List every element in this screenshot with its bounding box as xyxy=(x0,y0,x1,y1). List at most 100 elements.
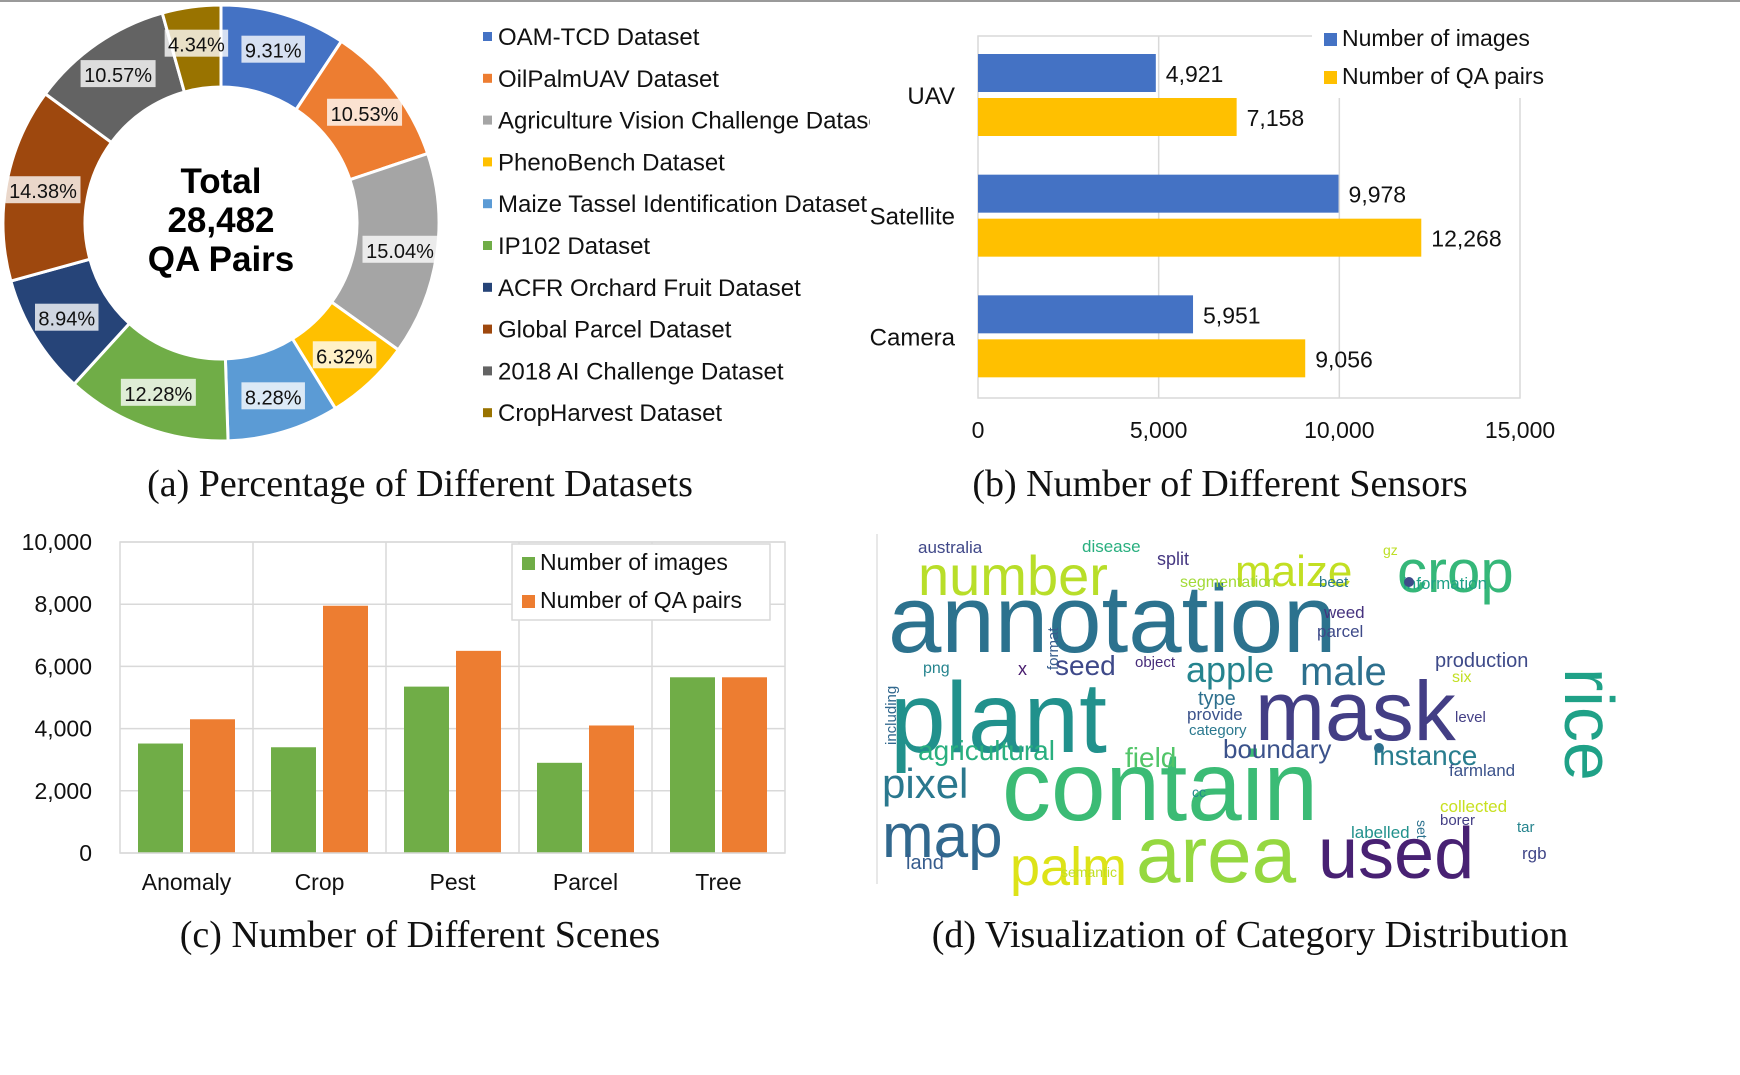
x-category-label-parcel: Parcel xyxy=(553,869,618,895)
bar-number-of-qa-pairs-parcel xyxy=(589,725,634,853)
top-border-line xyxy=(0,0,1740,2)
donut-label-text: 8.94% xyxy=(38,309,95,331)
word-annotation: annotation xyxy=(888,566,1336,673)
x-tick-label: 0 xyxy=(972,417,985,443)
legend-swatch-ip102-dataset xyxy=(483,241,492,250)
donut-label-text: 12.28% xyxy=(124,384,192,406)
word-level: level xyxy=(1455,709,1486,726)
word-rgb: rgb xyxy=(1522,844,1547,863)
word-apple: apple xyxy=(1186,649,1274,690)
word-six: six xyxy=(1452,669,1472,686)
donut-label-bg xyxy=(327,98,403,126)
word-seed: seed xyxy=(1055,650,1116,681)
legend-label-number-of-qa-pairs: Number of QA pairs xyxy=(540,587,742,613)
legend-swatch-oam-tcd-dataset xyxy=(483,32,492,41)
donut-label-text: 10.57% xyxy=(84,65,152,87)
word-instance: instance xyxy=(1373,740,1477,771)
legend-swatch-number-of-qa-pairs xyxy=(522,595,535,608)
x-tick-label: 5,000 xyxy=(1130,417,1188,443)
word-object: object xyxy=(1135,654,1176,671)
y-tick-label: 2,000 xyxy=(34,778,92,804)
donut-label-cropharvest-dataset: 4.34% xyxy=(164,29,229,57)
donut-center-line-3: QA Pairs xyxy=(148,240,295,279)
word-tar: tar xyxy=(1517,819,1535,836)
word-category: category xyxy=(1189,722,1247,739)
donut-center-line-2: 28,482 xyxy=(167,201,274,240)
word-type: type xyxy=(1198,688,1236,710)
word-cloud-background xyxy=(877,534,1557,884)
legend-label-ip102-dataset: IP102 Dataset xyxy=(498,233,650,260)
word-semantic: semantic xyxy=(1061,864,1117,880)
sensor-bar-chart: 0 5,000 10,000 15,000 UAV 4,921 7,158 Satellite… xyxy=(870,22,1570,443)
bar-number-of-qa-pairs-satellite xyxy=(978,218,1422,257)
word-borer: borer xyxy=(1440,812,1475,829)
donut-label-ip102-dataset: 12.28% xyxy=(120,378,196,406)
donut-label-bg xyxy=(5,176,81,204)
x-category-label-crop: Crop xyxy=(295,869,345,895)
legend-swatch-number-of-images xyxy=(1324,33,1337,46)
donut-label-text: 8.28% xyxy=(245,387,302,409)
word-pixel: pixel xyxy=(882,760,968,807)
bar-number-of-qa-pairs-pest xyxy=(456,650,501,853)
panel-a: 9.31% 10.53% 15.04% 6.32% 8.28% 12.28% 8.94% 14… xyxy=(0,0,870,520)
scene-bar-chart: 0 2,000 4,000 6,000 8,000 10,000 Anomaly Crop Pe… xyxy=(22,529,786,895)
word-crop: crop xyxy=(1397,538,1514,605)
x-tick-label: 10,000 xyxy=(1304,417,1374,443)
legend-label-number-of-images: Number of images xyxy=(540,549,728,575)
word-collected: collected xyxy=(1440,797,1507,816)
legend-swatch-acfr-orchard-fruit-dataset xyxy=(483,282,492,292)
bar-number-of-images-satellite xyxy=(978,174,1339,213)
bar-value-label: 9,978 xyxy=(1349,182,1407,208)
word-boundary: boundary xyxy=(1223,734,1331,764)
bar-number-of-qa-pairs-tree xyxy=(722,677,767,853)
legend: Number of images Number of QA pairs xyxy=(1312,22,1570,98)
word-disease: disease xyxy=(1082,537,1141,556)
bar-number-of-qa-pairs-anomaly xyxy=(190,719,235,853)
word-provide: provide xyxy=(1187,705,1243,724)
legend-swatch-phenobench-dataset xyxy=(483,157,492,167)
y-tick-label: 0 xyxy=(79,840,92,866)
legend-label-number-of-qa-pairs: Number of QA pairs xyxy=(1342,63,1544,89)
caption-d: (d) Visualization of Category Distributi… xyxy=(931,914,1569,956)
word-rice: rice xyxy=(1550,668,1628,781)
legend: Number of images Number of QA pairs xyxy=(511,543,771,621)
donut-label-global-parcel-dataset: 14.38% xyxy=(5,176,81,204)
legend-swatch-number-of-images xyxy=(522,557,535,570)
donut-label-text: 9.31% xyxy=(245,41,302,63)
bar-number-of-images-uav xyxy=(978,54,1156,92)
panel-c: 0 2,000 4,000 6,000 8,000 10,000 Anomaly Crop Pe… xyxy=(0,520,870,1075)
legend-label-acfr-orchard-fruit-dataset: ACFR Orchard Fruit Dataset xyxy=(498,275,801,302)
word-segmentation: segmentation xyxy=(1180,574,1276,591)
y-tick-label: 8,000 xyxy=(34,591,92,617)
legend-label-maize-tassel-identification-dataset: Maize Tassel Identification Dataset xyxy=(498,191,867,218)
donut-label-text: 4.34% xyxy=(168,35,225,57)
donut-label-bg xyxy=(164,29,229,57)
word-area: area xyxy=(1136,810,1297,899)
word-information: information xyxy=(1403,574,1487,593)
word-gz: gz xyxy=(1383,542,1398,558)
panel-d: annotation plant contain mask area used crop nu… xyxy=(860,520,1740,1075)
word-format: format xyxy=(1045,627,1062,670)
word-production: production xyxy=(1435,650,1528,672)
donut-label-bg xyxy=(241,35,305,63)
donut-label-bg xyxy=(120,378,196,406)
word-x: x xyxy=(1018,659,1027,679)
donut-label-bg xyxy=(312,341,377,369)
word-male: male xyxy=(1300,650,1387,694)
word-australia: australia xyxy=(918,538,983,557)
word-png: png xyxy=(923,660,950,677)
word-number: number xyxy=(918,544,1108,607)
bar-number-of-images-camera xyxy=(978,295,1194,334)
legend-label-number-of-images: Number of images xyxy=(1342,25,1530,51)
bar-number-of-qa-pairs-crop xyxy=(323,605,368,853)
bar-number-of-images-tree xyxy=(670,677,715,853)
caption-a: (a) Percentage of Different Datasets xyxy=(147,463,693,505)
caption-b: (b) Number of Different Sensors xyxy=(972,463,1468,505)
bar-number-of-images-pest xyxy=(404,686,449,853)
donut-label-bg xyxy=(362,235,438,263)
word-palm: palm xyxy=(1010,837,1127,897)
bar-value-label: 4,921 xyxy=(1166,61,1224,87)
bar-value-label: 12,268 xyxy=(1431,226,1501,252)
donut-label-text: 15.04% xyxy=(366,241,434,263)
